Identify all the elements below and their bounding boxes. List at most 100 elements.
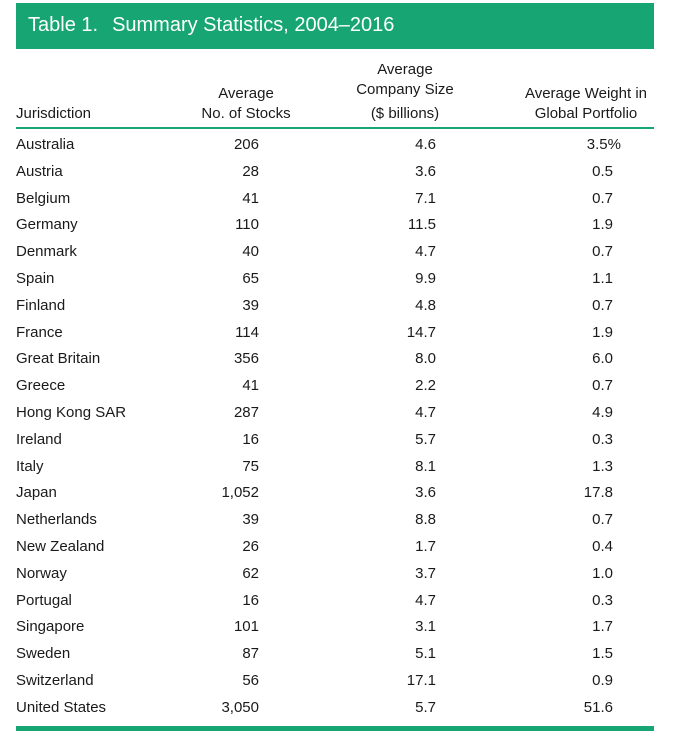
company-size-cell: 3.7: [415, 564, 436, 582]
table-row: Great Britain 356 8.0 6.0: [16, 345, 654, 372]
table-title: Summary Statistics, 2004–2016: [112, 14, 395, 36]
company-size-cell: 7.1: [415, 189, 436, 207]
stocks-cell: 28: [242, 162, 259, 180]
company-size-cell: 14.7: [406, 323, 436, 341]
stocks-cell: 1,052: [221, 484, 259, 502]
company-size-cell: 3.6: [415, 162, 436, 180]
table-row: Australia 206 4.6 3.5%: [16, 131, 654, 158]
jurisdiction-cell: Spain: [16, 269, 55, 287]
table-row: Denmark 40 4.7 0.7: [16, 238, 654, 265]
weight-cell: 0.3: [592, 430, 613, 448]
table-row: Hong Kong SAR 287 4.7 4.9: [16, 399, 654, 426]
company-size-cell: 1.7: [415, 537, 436, 555]
table-row: Austria 28 3.6 0.5: [16, 158, 654, 185]
jurisdiction-cell: Switzerland: [16, 671, 94, 689]
header-weight-line-1: Average Weight in: [524, 85, 648, 102]
weight-cell: 0.7: [592, 243, 613, 261]
weight-cell: 1.9: [592, 323, 613, 341]
weight-cell: 6.0: [592, 350, 613, 368]
table-row: Norway 62 3.7 1.0: [16, 560, 654, 587]
company-size-cell: 3.1: [415, 618, 436, 636]
company-size-cell: 4.7: [415, 403, 436, 421]
header-avg-stocks-line-1: Average: [218, 85, 274, 102]
weight-cell: 0.7: [592, 189, 613, 207]
company-size-cell: 5.7: [415, 430, 436, 448]
table-row: Finland 39 4.8 0.7: [16, 292, 654, 319]
jurisdiction-cell: Netherlands: [16, 511, 97, 529]
header-weight-line-2: Global Portfolio: [534, 105, 638, 122]
stocks-cell: 87: [242, 645, 259, 663]
company-size-cell: 2.2: [415, 377, 436, 395]
table-bottom-rule: [16, 726, 654, 731]
weight-cell: 0.3: [592, 591, 613, 609]
company-size-cell: 5.1: [415, 645, 436, 663]
table-row: Sweden 87 5.1 1.5: [16, 640, 654, 667]
table-header: Jurisdiction Average No. of Stocks Avera…: [16, 52, 654, 126]
jurisdiction-cell: Greece: [16, 377, 66, 395]
jurisdiction-cell: Austria: [16, 162, 63, 180]
weight-cell: 0.9: [592, 671, 613, 689]
weight-cell: 4.9: [592, 403, 613, 421]
jurisdiction-cell: Sweden: [16, 645, 71, 663]
stocks-cell: 101: [233, 618, 259, 636]
stocks-cell: 114: [235, 323, 259, 341]
company-size-cell: 8.0: [415, 350, 436, 368]
company-size-cell: 17.1: [406, 671, 436, 689]
table-row: New Zealand 26 1.7 0.4: [16, 533, 654, 560]
header-company-size-line-1: Average: [377, 61, 433, 78]
weight-cell: 1.9: [592, 216, 613, 234]
table-row: Spain 65 9.9 1.1: [16, 265, 654, 292]
table-number: Table 1.: [28, 14, 99, 36]
table-row: Singapore 101 3.1 1.7: [16, 613, 654, 640]
header-jurisdiction-label: Jurisdiction: [16, 105, 92, 122]
company-size-cell: 4.8: [415, 296, 436, 314]
weight-cell: 1.0: [592, 564, 613, 582]
header-underline: [16, 127, 654, 129]
header-weight: Average Weight in Global Portfolio: [518, 84, 654, 124]
weight-cell: 0.4: [592, 537, 613, 555]
stocks-cell: 39: [242, 296, 259, 314]
weight-cell: 1.5: [592, 645, 613, 663]
company-size-cell: 4.7: [415, 243, 436, 261]
stocks-cell: 39: [242, 511, 259, 529]
jurisdiction-cell: Ireland: [16, 430, 62, 448]
stocks-cell: 16: [242, 430, 259, 448]
jurisdiction-cell: Portugal: [16, 591, 72, 609]
stocks-cell: 16: [242, 591, 259, 609]
weight-cell: 1.7: [592, 618, 613, 636]
company-size-cell: 4.6: [415, 136, 436, 153]
jurisdiction-cell: France: [16, 323, 63, 341]
header-avg-stocks-line-2: No. of Stocks: [201, 105, 291, 122]
table-row: Netherlands 39 8.8 0.7: [16, 506, 654, 533]
weight-cell: 0.5: [592, 162, 613, 180]
stocks-cell: 40: [242, 243, 259, 261]
stocks-cell: 65: [242, 269, 259, 287]
weight-cell: 0.7: [592, 511, 613, 529]
table-row: Germany 110 11.5 1.9: [16, 211, 654, 238]
jurisdiction-cell: Finland: [16, 296, 66, 314]
jurisdiction-cell: United States: [16, 698, 107, 716]
jurisdiction-cell: Belgium: [16, 189, 71, 207]
weight-cell: 0.7: [592, 296, 613, 314]
header-company-size-line-2: Company Size: [356, 81, 454, 98]
jurisdiction-cell: Denmark: [16, 243, 77, 261]
table-row: France 114 14.7 1.9: [16, 319, 654, 346]
company-size-cell: 5.7: [415, 698, 436, 716]
jurisdiction-cell: Germany: [16, 216, 78, 234]
weight-cell: 3.5%: [586, 136, 621, 153]
stocks-cell: 287: [233, 403, 259, 421]
jurisdiction-cell: Italy: [16, 457, 44, 475]
table-row: Greece 41 2.2 0.7: [16, 372, 654, 399]
header-company-size: Average Company Size ($ billions): [345, 60, 465, 124]
weight-cell: 17.8: [583, 484, 613, 502]
company-size-cell: 4.7: [415, 591, 436, 609]
jurisdiction-cell: Hong Kong SAR: [16, 403, 127, 421]
stocks-cell: 3,050: [221, 698, 259, 716]
header-avg-stocks: Average No. of Stocks: [184, 84, 308, 124]
table-row: Switzerland 56 17.1 0.9: [16, 667, 654, 694]
jurisdiction-cell: Norway: [16, 564, 67, 582]
jurisdiction-cell: Great Britain: [16, 350, 101, 368]
stocks-cell: 41: [242, 377, 259, 395]
stocks-cell: 206: [233, 136, 259, 153]
table-row: Ireland 16 5.7 0.3: [16, 426, 654, 453]
